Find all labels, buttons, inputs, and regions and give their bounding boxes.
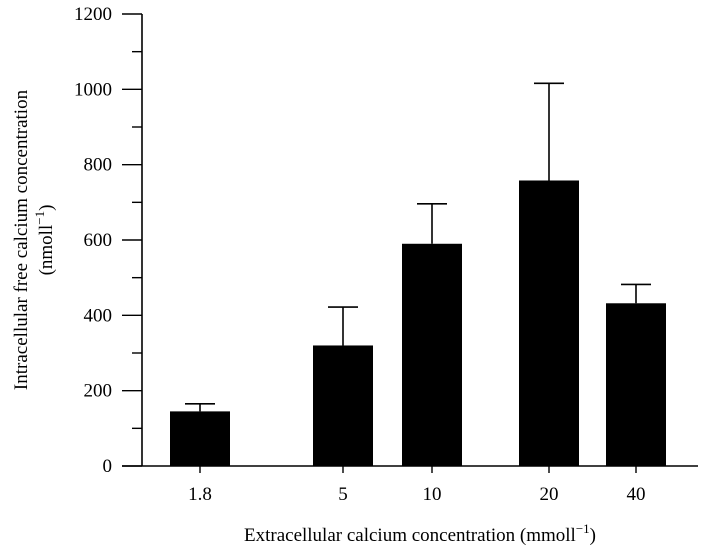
x-tick-label-5: 5 <box>338 484 348 505</box>
y-axis-title: Intracellular free calcium concentration… <box>11 89 57 390</box>
y-ticks-group: 0 200 400 600 800 1000 1200 <box>74 4 142 477</box>
y-tick-label-0: 0 <box>103 456 113 477</box>
x-tick-label-20: 20 <box>540 484 559 505</box>
x-tick-label-40: 40 <box>627 484 646 505</box>
y-tick-label-400: 400 <box>84 305 113 326</box>
bar-10 <box>402 243 462 466</box>
bars-group <box>170 180 666 466</box>
bar-20 <box>519 180 579 466</box>
y-axis-title-sup: −1 <box>32 211 47 225</box>
bar-5 <box>313 345 373 466</box>
x-axis-title-end: ) <box>590 525 596 546</box>
x-ticks-group: 1.8 5 10 20 40 <box>188 466 646 505</box>
error-bars-group <box>185 82 651 412</box>
x-tick-label-1-8: 1.8 <box>188 484 212 505</box>
bar-40 <box>606 303 666 466</box>
y-tick-label-600: 600 <box>84 230 113 251</box>
x-tick-label-10: 10 <box>423 484 442 505</box>
x-axis-title-text: Extracellular calcium concentration (mmo… <box>244 525 576 546</box>
x-axis-title: Extracellular calcium concentration (mmo… <box>244 521 596 546</box>
y-axis-title-line2-text: (nmoll <box>36 225 57 276</box>
y-tick-label-800: 800 <box>84 155 113 176</box>
x-axis-title-sup: −1 <box>576 521 590 536</box>
bar-1-8 <box>170 411 230 466</box>
y-tick-label-200: 200 <box>84 381 113 402</box>
y-axis-title-line2: (nmoll−1) <box>32 205 57 276</box>
y-tick-label-1200: 1200 <box>74 4 112 25</box>
y-tick-label-1000: 1000 <box>74 79 112 100</box>
y-axis-title-end: ) <box>36 205 57 211</box>
y-axis-title-line1: Intracellular free calcium concentration <box>11 89 32 390</box>
